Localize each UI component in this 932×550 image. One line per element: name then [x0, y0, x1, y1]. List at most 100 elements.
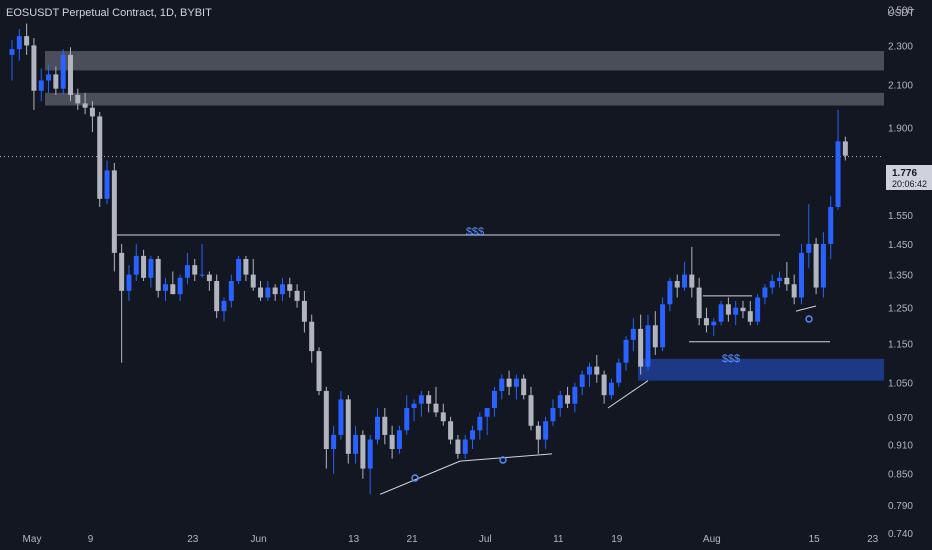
candle	[762, 284, 768, 305]
symbol-title[interactable]: EOSUSDT Perpetual Contract, 1D, BYBIT	[6, 7, 212, 19]
candle	[294, 284, 300, 308]
candle-body	[470, 430, 476, 440]
candle-body	[170, 284, 176, 295]
candle	[301, 290, 307, 333]
candle-body	[214, 281, 220, 312]
candle-body	[265, 287, 271, 298]
candle-body	[784, 277, 790, 285]
candle	[258, 281, 264, 301]
time-axis[interactable]: May 9 23 Jun 13 21 Jul 11 19 Aug 15 23	[23, 534, 879, 545]
candle	[550, 399, 556, 426]
candle-body	[272, 287, 278, 295]
time-tick-label: Jul	[479, 534, 492, 545]
candle-body	[623, 339, 629, 363]
candle-body	[616, 362, 622, 383]
candle	[287, 277, 293, 298]
candle	[543, 416, 549, 450]
currency-label: USDT	[887, 8, 914, 19]
sweep-marker-icon	[411, 474, 419, 482]
candle-body	[762, 287, 768, 298]
candle	[660, 297, 666, 352]
candle	[499, 374, 505, 400]
time-tick-label: 13	[348, 534, 360, 545]
candle	[703, 307, 709, 333]
candle	[718, 300, 724, 326]
candle-body	[89, 107, 95, 117]
candle-body	[798, 252, 804, 298]
candle-body	[411, 403, 417, 409]
candle	[60, 49, 66, 95]
candle	[184, 252, 190, 285]
candle	[769, 274, 775, 295]
candle-body	[192, 265, 198, 275]
candle-body	[769, 281, 775, 288]
candle-body	[689, 274, 695, 288]
candle	[616, 358, 622, 387]
candle	[740, 300, 746, 319]
candle-body	[660, 304, 666, 348]
candle-body	[703, 318, 709, 326]
candle	[221, 297, 227, 322]
candle	[265, 281, 271, 301]
candle	[192, 258, 198, 282]
price-axis[interactable]: USDT 2.500 2.300 2.100 1.900 1.550 1.450 1.350…	[887, 6, 914, 541]
time-tick-label: 23	[187, 534, 199, 545]
candle	[535, 421, 541, 454]
candle	[528, 386, 534, 431]
candle	[477, 412, 483, 440]
candle-body	[38, 80, 44, 91]
candle-body	[75, 94, 81, 104]
time-tick-label: May	[23, 534, 42, 545]
candle	[345, 395, 351, 464]
candle-body	[250, 274, 256, 288]
candle-body	[287, 284, 293, 291]
candle-body	[835, 141, 841, 207]
candle	[323, 386, 329, 469]
candle-body	[725, 304, 731, 315]
price-tick-label: 0.850	[888, 470, 913, 481]
candle-body	[586, 366, 592, 375]
bar-countdown: 20:06:42	[892, 179, 927, 189]
candle	[46, 64, 52, 93]
candle	[89, 101, 95, 133]
candle	[353, 425, 359, 464]
candle-body	[638, 328, 644, 367]
candle	[53, 66, 59, 95]
candle-body	[353, 434, 359, 454]
candle-body	[667, 281, 673, 305]
candle-body	[177, 277, 183, 295]
candle-body	[733, 307, 739, 315]
candle-body	[652, 325, 658, 348]
candle-body	[104, 170, 110, 199]
candle-body	[155, 258, 161, 291]
candle	[594, 354, 600, 383]
candle	[645, 314, 651, 371]
candle	[418, 390, 424, 417]
candle-body	[777, 277, 783, 282]
supply-zone-upper	[45, 51, 884, 71]
candle	[411, 399, 417, 422]
candle-body	[345, 399, 351, 454]
annotation-labels: $$$ $$$	[466, 226, 740, 365]
candle	[565, 386, 571, 409]
candle-body	[148, 258, 154, 278]
time-tick-label: 11	[553, 534, 564, 545]
candle-body	[82, 103, 88, 108]
candle	[367, 434, 373, 495]
candle-body	[747, 311, 753, 322]
candle	[689, 246, 695, 298]
candle	[652, 311, 658, 355]
trendline-low-2	[459, 453, 553, 462]
candle-body	[258, 287, 264, 298]
time-tick-label: Jun	[251, 534, 267, 545]
candle	[279, 277, 285, 301]
time-tick-label: 21	[407, 534, 419, 545]
candle-body	[433, 403, 439, 413]
price-tick-label: 1.050	[888, 379, 913, 390]
candle	[382, 408, 388, 445]
candle-body	[813, 243, 819, 288]
candle	[148, 255, 154, 288]
candle-body	[31, 45, 37, 91]
candle-body	[24, 36, 30, 46]
